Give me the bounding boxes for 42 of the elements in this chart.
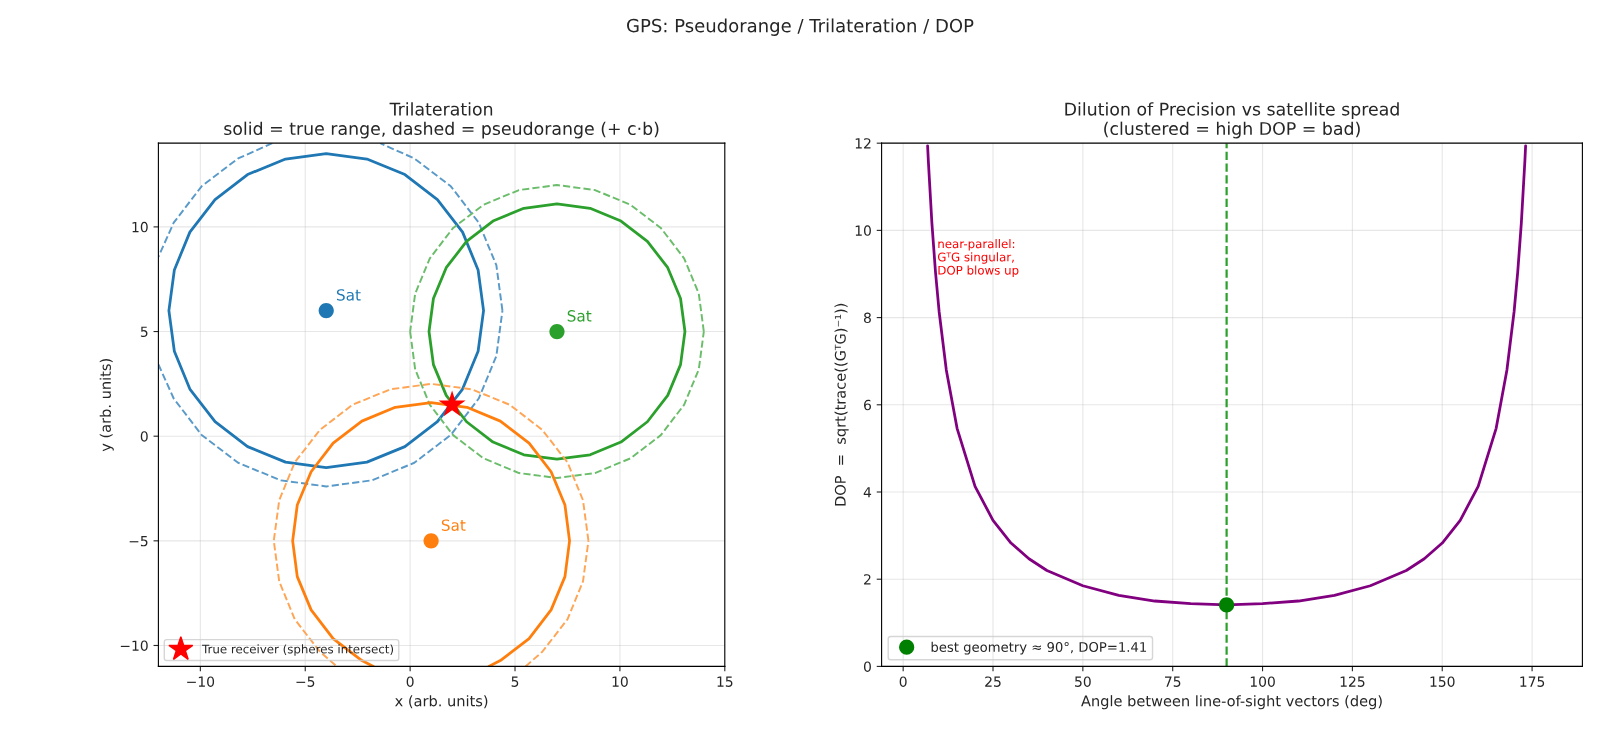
y-tick-label: 10	[855, 225, 871, 236]
y-tick-label: 10	[132, 221, 148, 233]
x-tick-label: 100	[1250, 676, 1275, 687]
x-axis-title: x (arb. units)	[395, 695, 488, 709]
point	[438, 390, 466, 417]
chart-title: Dilution of Precision vs satellite spread (clustered = high DOP = bad)	[1065, 102, 1399, 139]
x-tick-label: 0	[406, 676, 414, 687]
x-tick-label: 125	[1340, 676, 1365, 687]
y-tick-label: 12	[855, 138, 871, 149]
point	[549, 323, 565, 340]
x-tick-label: 50	[1075, 676, 1091, 687]
x-tick-label: 175	[1520, 676, 1545, 687]
text: GPS: Pseudorange / Trilateration / DOP	[627, 18, 974, 36]
annotation: Sat	[567, 310, 592, 322]
x-tick-label: −10	[187, 676, 215, 687]
x-tick-label: 10	[612, 676, 628, 687]
x-axis-title: Angle between line-of-sight vectors (deg)	[1081, 695, 1382, 710]
y-axis-title: y (arb. units)	[99, 359, 114, 452]
point	[318, 303, 334, 319]
annotation: Sat	[441, 519, 466, 531]
y-tick-label: 5	[140, 326, 148, 338]
legend-label: best geometry ≈ 90°, DOP=1.41	[931, 641, 1147, 655]
y-tick-label: 0	[863, 661, 871, 672]
y-tick-label: 6	[864, 399, 871, 411]
y-axis-title: DOP = sqrt(trace((GᵀG)⁻¹))	[834, 303, 849, 506]
y-tick-label: 8	[863, 312, 871, 324]
x-tick-label: 0	[899, 676, 907, 687]
annotation: near-parallel: GᵀG singular, DOP blows up	[937, 239, 1019, 277]
x-tick-label: 75	[1165, 676, 1181, 687]
y-tick-label: −10	[120, 640, 148, 651]
y-tick-label: 2	[864, 574, 871, 585]
y-tick-label: −5	[129, 535, 148, 547]
chart-title: Trilateration solid = true range, dashed = pseudorange (+ c·b)	[224, 102, 659, 139]
y-tick-label: 0	[140, 431, 148, 442]
x-tick-label: 25	[985, 676, 1001, 687]
x-tick-label: 5	[511, 676, 519, 687]
y-tick-label: 4	[863, 487, 872, 498]
x-tick-label: 15	[717, 676, 733, 687]
point	[423, 533, 439, 549]
x-tick-label: 150	[1430, 676, 1455, 687]
x-tick-label: −5	[296, 676, 315, 687]
annotation: Sat	[336, 289, 361, 301]
